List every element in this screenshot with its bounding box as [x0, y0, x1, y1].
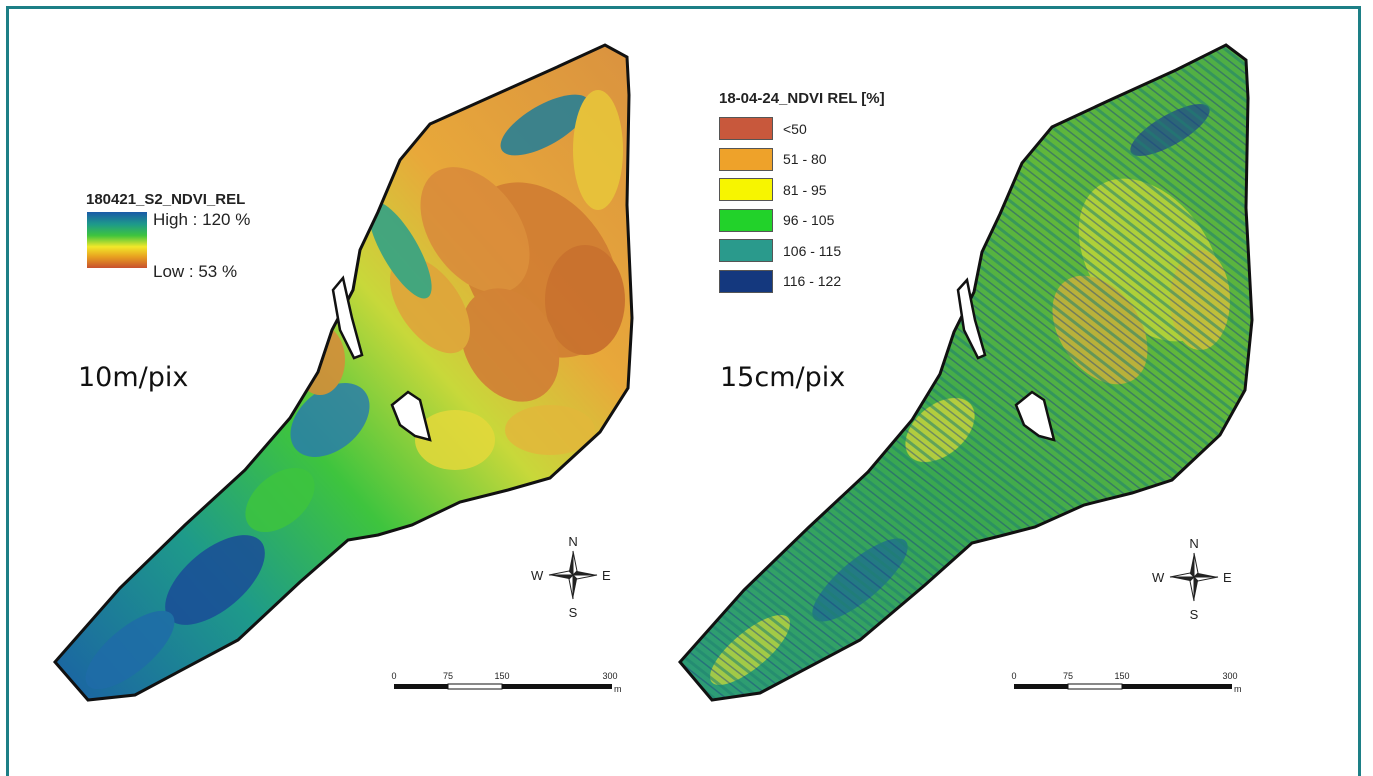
compass-s-label: S	[569, 605, 578, 620]
right-resolution-label: 15cm/pix	[720, 362, 846, 393]
compass-e-label: E	[602, 568, 611, 583]
scale-bar-right: 0 75 150 300 m	[1011, 671, 1241, 694]
figure-frame	[6, 6, 1361, 776]
legend-class-label: 96 - 105	[783, 212, 835, 228]
legend-class-swatch	[719, 147, 773, 171]
scale-unit: m	[614, 684, 622, 694]
left-resolution-label: 10m/pix	[78, 362, 189, 393]
legend-class-label: <50	[783, 120, 807, 137]
scale-tick-0: 0	[391, 671, 396, 681]
compass-n-label: N	[568, 534, 577, 549]
compass-left: N S E W	[531, 534, 611, 620]
scale-tick-75: 75	[443, 671, 453, 681]
legend-class-swatch	[719, 269, 773, 293]
high-label: High : 120 %	[153, 210, 251, 229]
legend-class-swatch	[719, 178, 773, 201]
gradient-legend-swatch	[87, 212, 147, 268]
legend-class-row: 51 - 80	[719, 147, 827, 171]
compass-w-label: W	[531, 568, 544, 583]
legend-class-row: <50	[719, 117, 807, 140]
scale-bar-left: 0 75 150 300 m	[391, 671, 621, 694]
scale-tick-150: 150	[494, 671, 509, 681]
legend-class-label: 106 - 115	[783, 242, 842, 259]
legend-class-swatch	[719, 208, 773, 232]
low-label: Low : 53 %	[153, 262, 238, 281]
legend-class-row: 81 - 95	[719, 178, 827, 201]
compass-n-label: N	[1189, 536, 1198, 551]
scale-tick-75: 75	[1063, 671, 1073, 681]
legend-class-label: 51 - 80	[783, 151, 827, 167]
legend-class-row: 106 - 115	[719, 239, 841, 262]
scale-unit: m	[1234, 684, 1242, 694]
compass-w-label: W	[1152, 570, 1165, 585]
legend-class-label: 81 - 95	[783, 181, 827, 198]
left-legend-title: 180421_S2_NDVI_REL	[86, 191, 246, 208]
scale-tick-300: 300	[1222, 671, 1237, 681]
legend-class-row: 96 - 105	[719, 208, 835, 232]
legend-class-label: 116 - 122	[783, 273, 842, 289]
right-legend-title: 18-04-24_NDVI REL [%]	[719, 90, 885, 107]
scale-tick-0: 0	[1011, 671, 1016, 681]
compass-e-label: E	[1223, 570, 1232, 585]
legend-class-row: 116 - 122	[719, 269, 842, 293]
legend-class-swatch	[719, 239, 773, 262]
legend-class-swatch	[719, 117, 773, 140]
compass-right: N S E W	[1152, 536, 1232, 622]
scale-tick-150: 150	[1114, 671, 1129, 681]
scale-tick-300: 300	[602, 671, 617, 681]
compass-s-label: S	[1190, 607, 1199, 622]
